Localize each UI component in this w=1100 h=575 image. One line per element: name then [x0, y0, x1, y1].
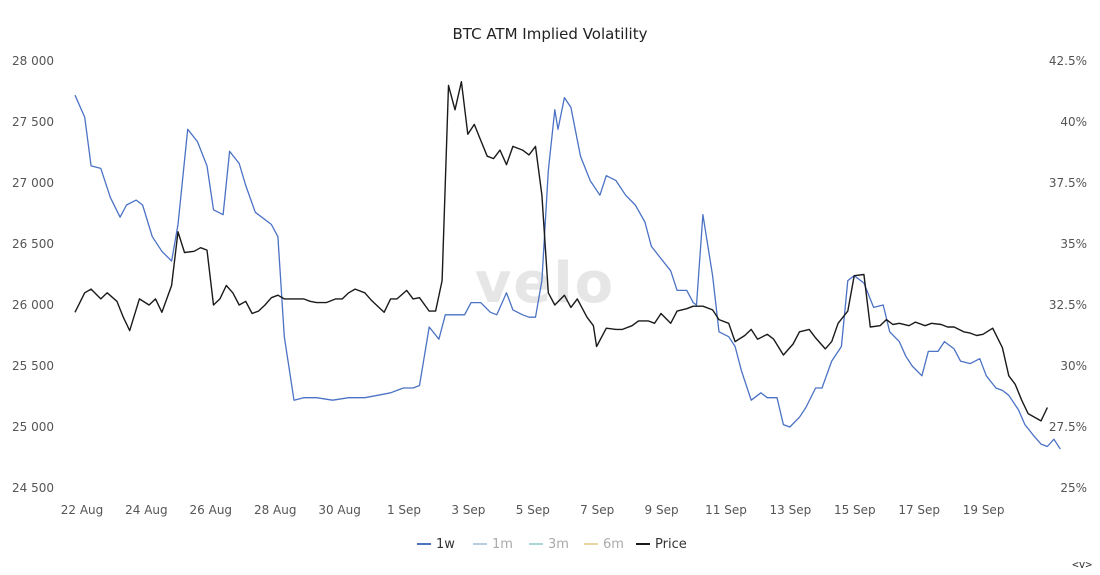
x-tick-label: 3 Sep: [451, 503, 485, 517]
x-tick-label: 7 Sep: [580, 503, 614, 517]
series-line-1w: [74, 94, 1061, 450]
legend-label: 6m: [603, 537, 624, 552]
legend-label: 3m: [548, 537, 569, 552]
right-axis: 42.5% 40% 37.5% 35% 32.5% 30% 27.5% 25%: [1049, 54, 1087, 495]
y-right-tick-label: 40%: [1060, 115, 1087, 129]
y-left-tick-label: 25 000: [12, 420, 54, 434]
y-right-tick-label: 30%: [1060, 359, 1087, 373]
x-tick-label: 13 Sep: [770, 503, 812, 517]
y-right-tick-label: 42.5%: [1049, 54, 1087, 68]
y-left-tick-label: 28 000: [12, 54, 54, 68]
y-right-tick-label: 37.5%: [1049, 176, 1087, 190]
legend-label: 1w: [436, 537, 455, 552]
y-left-tick-label: 24 500: [12, 481, 54, 495]
chart-title: BTC ATM Implied Volatility: [453, 25, 648, 43]
x-axis: 22 Aug 24 Aug 26 Aug 28 Aug 30 Aug 1 Sep 3 Sep…: [61, 503, 1005, 517]
x-tick-label: 17 Sep: [898, 503, 940, 517]
y-right-tick-label: 27.5%: [1049, 420, 1087, 434]
y-left-tick-label: 27 500: [12, 115, 54, 129]
x-tick-label: 28 Aug: [254, 503, 297, 517]
legend-item-1w[interactable]: 1w: [417, 537, 455, 552]
legend-item-6m[interactable]: 6m: [584, 537, 624, 552]
y-left-tick-label: 27 000: [12, 176, 54, 190]
x-tick-label: 5 Sep: [516, 503, 550, 517]
y-left-tick-label: 26 000: [12, 298, 54, 312]
x-tick-label: 19 Sep: [963, 503, 1005, 517]
legend-label: Price: [655, 537, 687, 552]
left-axis: 28 000 27 500 27 000 26 500 26 000 25 500 25 0…: [12, 54, 54, 495]
plot-area: [74, 80, 1061, 450]
watermark: velo: [475, 251, 615, 316]
legend: 1w 1m 3m 6m Price: [417, 537, 687, 552]
series-line-price: [74, 80, 1049, 422]
legend-item-price[interactable]: Price: [636, 537, 687, 552]
legend-item-3m[interactable]: 3m: [529, 537, 569, 552]
y-right-tick-label: 32.5%: [1049, 298, 1087, 312]
x-tick-label: 9 Sep: [645, 503, 679, 517]
y-right-tick-label: 35%: [1060, 237, 1087, 251]
x-tick-label: 22 Aug: [61, 503, 104, 517]
x-tick-label: 1 Sep: [387, 503, 421, 517]
legend-label: 1m: [492, 537, 513, 552]
y-left-tick-label: 26 500: [12, 237, 54, 251]
y-left-tick-label: 25 500: [12, 359, 54, 373]
x-tick-label: 24 Aug: [125, 503, 168, 517]
x-tick-label: 26 Aug: [190, 503, 233, 517]
corner-icon[interactable]: <v>: [1072, 558, 1092, 571]
y-right-tick-label: 25%: [1060, 481, 1087, 495]
x-tick-label: 15 Sep: [834, 503, 876, 517]
x-tick-label: 11 Sep: [705, 503, 747, 517]
x-tick-label: 30 Aug: [318, 503, 361, 517]
legend-item-1m[interactable]: 1m: [473, 537, 513, 552]
